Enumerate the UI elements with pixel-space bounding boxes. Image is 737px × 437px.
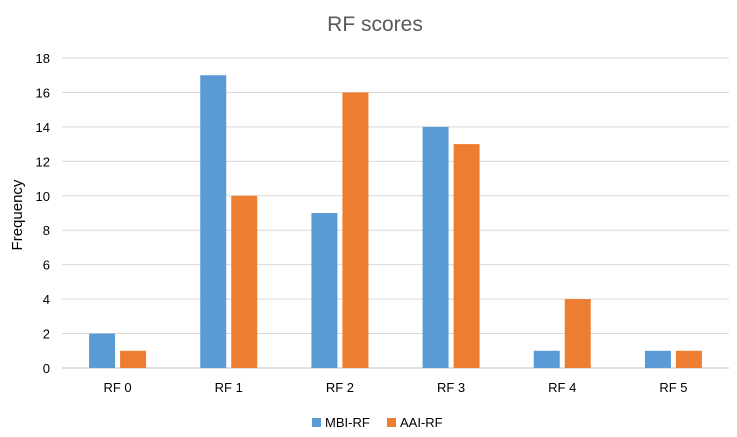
x-tick-label: RF 1	[215, 380, 243, 395]
bar-mbi-rf-rf-1	[200, 75, 227, 368]
bar-mbi-rf-rf-0	[89, 333, 116, 368]
y-tick-label: 16	[36, 85, 50, 100]
x-tick-label: RF 3	[437, 380, 465, 395]
legend-swatch-mbi-rf	[312, 418, 321, 427]
legend-swatch-aai-rf	[387, 418, 396, 427]
y-tick-label: 8	[43, 223, 50, 238]
legend-label-mbi-rf: MBI-RF	[325, 415, 370, 430]
bar-aai-rf-rf-3	[453, 144, 480, 368]
legend: MBI-RF AAI-RF	[312, 415, 443, 430]
x-tick-label: RF 5	[659, 380, 687, 395]
chart-title: RF scores	[327, 13, 423, 36]
y-tick-label: 2	[43, 327, 50, 342]
bar-aai-rf-rf-1	[231, 195, 258, 368]
bar-aai-rf-rf-2	[342, 92, 369, 368]
bar-mbi-rf-rf-4	[533, 350, 560, 368]
x-tick-label: RF 4	[548, 380, 576, 395]
y-tick-label: 10	[36, 189, 50, 204]
bar-mbi-rf-rf-3	[422, 126, 449, 368]
y-tick-label: 0	[43, 361, 50, 376]
y-tick-label: 12	[36, 154, 50, 169]
y-tick-label: 6	[43, 258, 50, 273]
y-tick-label: 18	[36, 51, 50, 66]
y-tick-label: 4	[43, 292, 50, 307]
legend-label-aai-rf: AAI-RF	[400, 415, 443, 430]
y-axis-label: Frequency	[9, 179, 26, 250]
bar-mbi-rf-rf-5	[644, 350, 671, 368]
x-tick-label: RF 2	[326, 380, 354, 395]
x-tick-labels: RF 0 RF 1 RF 2 RF 3 RF 4 RF 5	[103, 380, 687, 395]
bars	[89, 75, 702, 368]
x-tick-label: RF 0	[103, 380, 131, 395]
bar-mbi-rf-rf-2	[311, 213, 338, 368]
y-tick-label: 14	[36, 120, 50, 135]
gridlines	[62, 57, 729, 369]
bar-aai-rf-rf-5	[675, 350, 702, 368]
bar-aai-rf-rf-0	[120, 350, 147, 368]
bar-aai-rf-rf-4	[564, 299, 591, 368]
y-tick-labels: 0 2 4 6 8 10 12 14 16 18	[36, 51, 50, 376]
